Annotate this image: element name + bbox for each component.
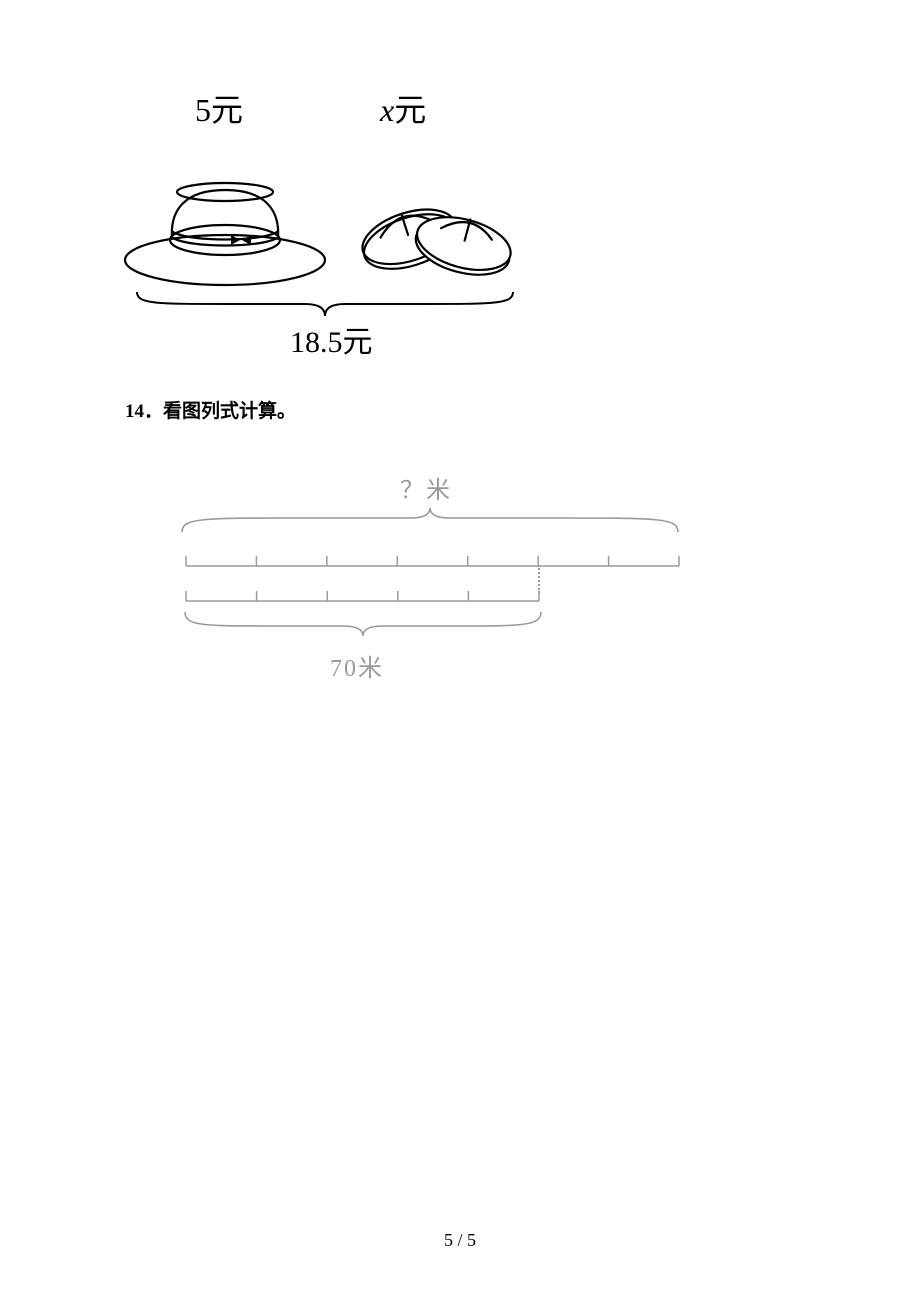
total-price-unit: 元 [343, 326, 373, 359]
sandal-price-unit: 元 [394, 92, 426, 128]
figure-hat-sandals: 5元 x元 [130, 85, 550, 375]
question-number: 14． [125, 401, 163, 422]
ruler-bottom-label: 70米 [330, 648, 384, 683]
hat-price-value: 5 [195, 92, 211, 128]
sandals-icon [355, 185, 515, 290]
ruler-bottom [185, 585, 540, 607]
hat-price-label: 5元 [195, 85, 243, 131]
sandal-price-value: x [380, 92, 394, 128]
question-14: 14．看图列式计算。 [125, 396, 296, 423]
sandal-price-label: x元 [380, 85, 426, 131]
figure-rulers: ？米 70米 [165, 470, 715, 710]
brace-top [180, 506, 680, 534]
total-price-label: 18.5元 [290, 317, 373, 361]
page-number: 5 / 5 [0, 1230, 920, 1251]
question-text: 看图列式计算。 [163, 401, 296, 422]
document-page: 5元 x元 [0, 0, 920, 1302]
items-row [130, 180, 550, 300]
hat-price-unit: 元 [211, 92, 243, 128]
brace-bottom [183, 610, 543, 638]
ruler-top [185, 550, 680, 572]
hat-icon [120, 180, 330, 290]
total-price-value: 18.5 [290, 326, 343, 359]
ruler-top-label: ？米 [400, 470, 452, 505]
brace-total [135, 290, 515, 320]
